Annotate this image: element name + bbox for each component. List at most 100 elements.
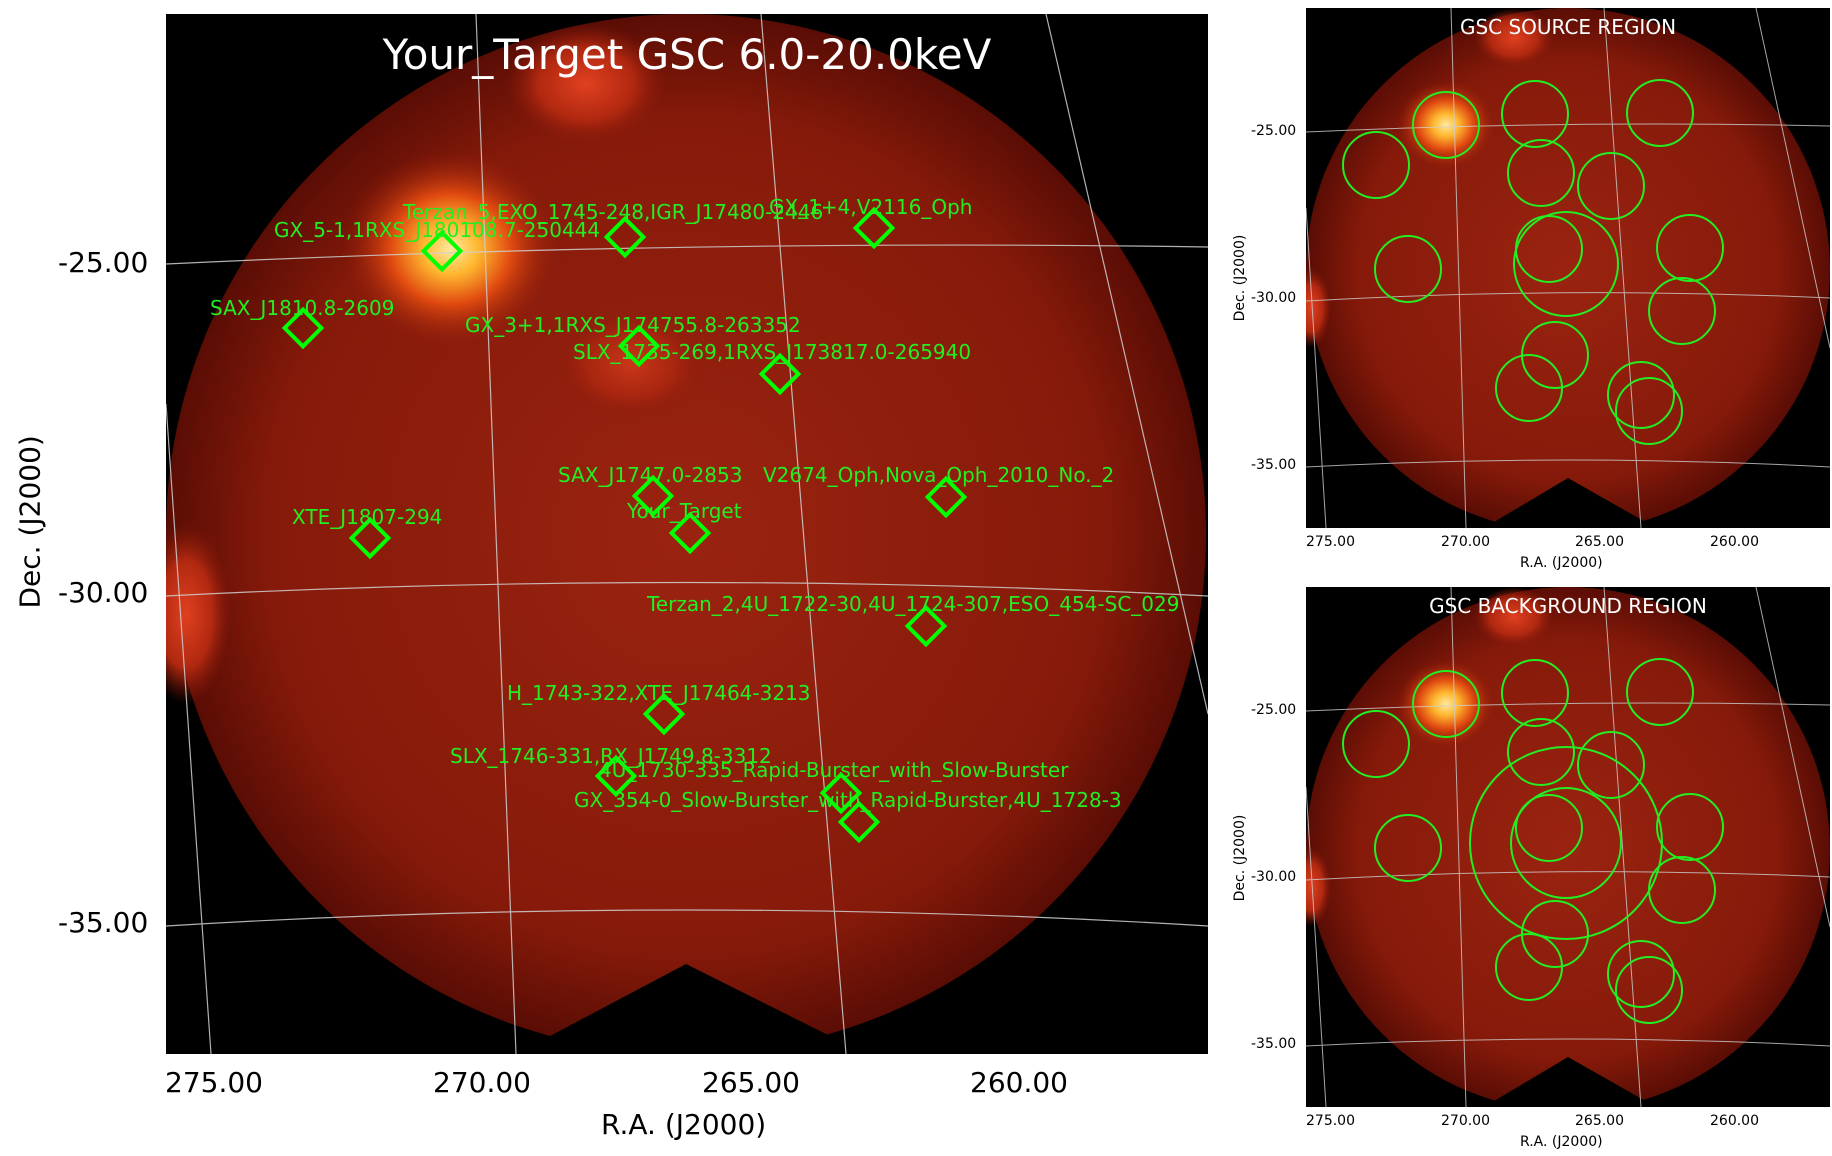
bright-source-blob	[341, 149, 561, 349]
source-marker	[420, 229, 464, 273]
source-marker	[819, 771, 863, 815]
grid-ra-line	[1450, 587, 1467, 1107]
source-markers	[281, 206, 968, 844]
source-region-circle	[1513, 211, 1619, 317]
main-xtick: 260.00	[970, 1066, 1068, 1099]
exclusion-circle	[1615, 956, 1683, 1024]
source-region-svg: GSC SOURCE REGION	[1306, 8, 1830, 528]
excluded-regions	[1342, 658, 1724, 1024]
grid-ra-line	[760, 14, 847, 1054]
src-xtick: 260.00	[1710, 534, 1759, 550]
src-ylabel: Dec. (J2000)	[1232, 234, 1248, 322]
bkg-ytick: -35.00	[1251, 1036, 1297, 1052]
grid-dec-line	[1306, 459, 1830, 468]
inner-annulus-circle	[1510, 787, 1622, 899]
edge-source-blob	[1306, 268, 1331, 348]
exclusion-circle	[1577, 152, 1645, 220]
src-ytick: -30.00	[1251, 290, 1297, 306]
bkg-xtick: 265.00	[1575, 1113, 1624, 1129]
exclusion-circle	[1342, 131, 1410, 199]
src-xlabel: R.A. (J2000)	[1520, 555, 1603, 571]
src-xtick: 270.00	[1441, 534, 1490, 550]
source-marker	[904, 604, 948, 648]
bkg-xtick: 270.00	[1441, 1113, 1490, 1129]
src-xtick: 265.00	[1575, 534, 1624, 550]
exclusion-circle	[1507, 139, 1575, 207]
grid-ra-line	[475, 14, 517, 1054]
exclusion-circle	[1501, 659, 1569, 727]
source-label: Terzan_2,4U_1722-30,4U_1724-307,ESO_454-…	[646, 592, 1179, 616]
exclusion-circle	[1515, 794, 1583, 862]
source-label: 4U_1730-335_Rapid-Burster_with_Slow-Burs…	[599, 758, 1069, 782]
exclusion-circle	[1626, 658, 1694, 726]
main-xtick: 270.00	[433, 1066, 531, 1099]
exclusion-circle	[1501, 80, 1569, 148]
source-marker	[852, 206, 896, 250]
source-label: GX_1+4,V2116_Oph	[769, 195, 972, 219]
source-label: SAX_J1810.8-2609	[210, 296, 394, 320]
source-marker	[603, 215, 647, 259]
exclusion-circle	[1412, 670, 1480, 738]
main-title: Your_Target GSC 6.0-20.0keV	[382, 30, 992, 79]
edge-source-blob	[166, 524, 231, 704]
source-marker	[617, 324, 661, 368]
exclusion-circle	[1577, 731, 1645, 799]
source-label: SLX_1746-331,RX_J1749.8-3312	[450, 744, 772, 768]
source-labels: Terzan_5,EXO_1745-248,IGR_J17480-2446 GX…	[210, 195, 1179, 812]
warm-source-blob	[1474, 8, 1554, 68]
exclusion-circle	[1374, 814, 1442, 882]
background-region-svg: GSC BACKGROUND REGION	[1306, 587, 1830, 1107]
grid-ra-line	[1306, 207, 1327, 528]
fov-notch	[516, 964, 866, 1054]
main-sky-image: Terzan_5,EXO_1745-248,IGR_J17480-2446 GX…	[166, 14, 1208, 1054]
warm-source-blob	[506, 24, 666, 144]
grid-ra-line	[1755, 587, 1830, 928]
source-marker	[924, 475, 968, 519]
source-marker	[631, 474, 675, 518]
source-label: H_1743-322,XTE_J17464-3213	[507, 681, 811, 705]
src-ytick: -35.00	[1251, 457, 1297, 473]
exclusion-circle	[1342, 710, 1410, 778]
exclusion-circle	[1626, 79, 1694, 147]
exclusion-circle	[1607, 940, 1675, 1008]
field-of-view	[1306, 587, 1830, 1107]
main-ylabel: Dec. (J2000)	[13, 435, 47, 609]
grid-dec-line	[1306, 292, 1830, 302]
exclusion-circle	[1656, 793, 1724, 861]
excluded-regions	[1342, 79, 1724, 445]
source-marker	[348, 516, 392, 560]
main-xtick: 265.00	[702, 1066, 800, 1099]
grid-ra-line	[1450, 8, 1467, 528]
bright-source-blob	[1396, 80, 1496, 170]
warm-source-blob	[556, 309, 706, 419]
field-of-view	[166, 14, 1206, 1054]
grid-ra-line	[166, 403, 212, 1054]
source-label: V2674_Oph,Nova_Oph_2010_No._2	[763, 463, 1114, 487]
outer-annulus-circle	[1469, 746, 1663, 940]
bkg-xlabel: R.A. (J2000)	[1520, 1134, 1603, 1150]
main-ytick: -30.00	[58, 576, 149, 609]
coordinate-grid	[1306, 8, 1830, 528]
grid-dec-line	[1306, 1038, 1830, 1047]
exclusion-circle	[1495, 354, 1563, 422]
source-marker	[281, 306, 325, 350]
bkg-xtick: 275.00	[1306, 1113, 1355, 1129]
source-label: SAX_J1747.0-2853	[558, 463, 742, 487]
bkg-xtick: 260.00	[1710, 1113, 1759, 1129]
grid-ra-line	[1045, 14, 1208, 715]
grid-dec-line	[1306, 123, 1830, 133]
source-marker	[837, 800, 881, 844]
grid-dec-line	[166, 244, 1208, 265]
exclusion-circle	[1648, 277, 1716, 345]
bkg-ylabel: Dec. (J2000)	[1232, 814, 1248, 902]
source-region-image: GSC SOURCE REGION	[1306, 8, 1830, 528]
source-label: XTE_J1807-294	[292, 505, 442, 529]
source-marker	[758, 352, 802, 396]
fov-notch	[1484, 1057, 1656, 1107]
main-ytick: -35.00	[58, 906, 149, 939]
grid-dec-line	[1306, 702, 1830, 712]
exclusion-circle	[1615, 377, 1683, 445]
warm-source-blob	[1474, 587, 1554, 647]
grid-dec-line	[166, 581, 1208, 597]
background-region-title: GSC BACKGROUND REGION	[1429, 594, 1707, 618]
